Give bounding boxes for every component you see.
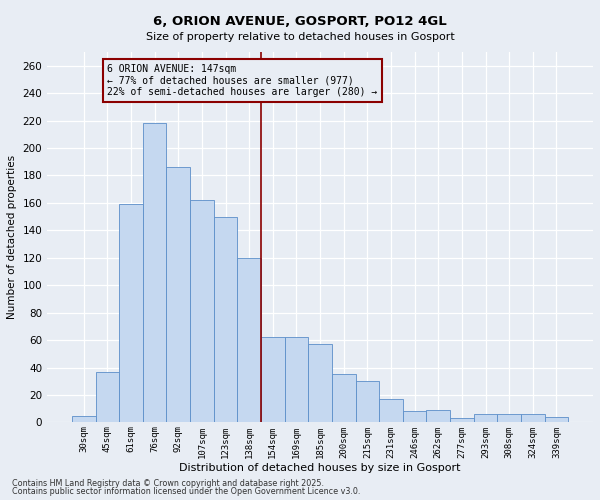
Bar xyxy=(261,338,284,422)
Bar xyxy=(190,200,214,422)
Bar xyxy=(379,399,403,422)
Bar xyxy=(521,414,545,422)
Text: Contains public sector information licensed under the Open Government Licence v3: Contains public sector information licen… xyxy=(12,487,361,496)
Bar xyxy=(95,372,119,422)
Bar xyxy=(166,167,190,422)
Bar xyxy=(356,382,379,422)
Bar xyxy=(427,410,450,422)
Text: Contains HM Land Registry data © Crown copyright and database right 2025.: Contains HM Land Registry data © Crown c… xyxy=(12,478,324,488)
Bar xyxy=(238,258,261,422)
X-axis label: Distribution of detached houses by size in Gosport: Distribution of detached houses by size … xyxy=(179,463,461,473)
Y-axis label: Number of detached properties: Number of detached properties xyxy=(7,155,17,320)
Bar xyxy=(284,338,308,422)
Bar xyxy=(403,412,427,422)
Bar xyxy=(450,418,474,422)
Bar xyxy=(497,414,521,422)
Bar xyxy=(72,416,95,422)
Bar xyxy=(143,124,166,422)
Bar xyxy=(119,204,143,422)
Bar xyxy=(214,216,238,422)
Bar xyxy=(332,374,356,422)
Bar xyxy=(545,417,568,422)
Text: 6 ORION AVENUE: 147sqm
← 77% of detached houses are smaller (977)
22% of semi-de: 6 ORION AVENUE: 147sqm ← 77% of detached… xyxy=(107,64,377,98)
Bar xyxy=(474,414,497,422)
Bar xyxy=(308,344,332,422)
Text: 6, ORION AVENUE, GOSPORT, PO12 4GL: 6, ORION AVENUE, GOSPORT, PO12 4GL xyxy=(153,15,447,28)
Text: Size of property relative to detached houses in Gosport: Size of property relative to detached ho… xyxy=(146,32,454,42)
